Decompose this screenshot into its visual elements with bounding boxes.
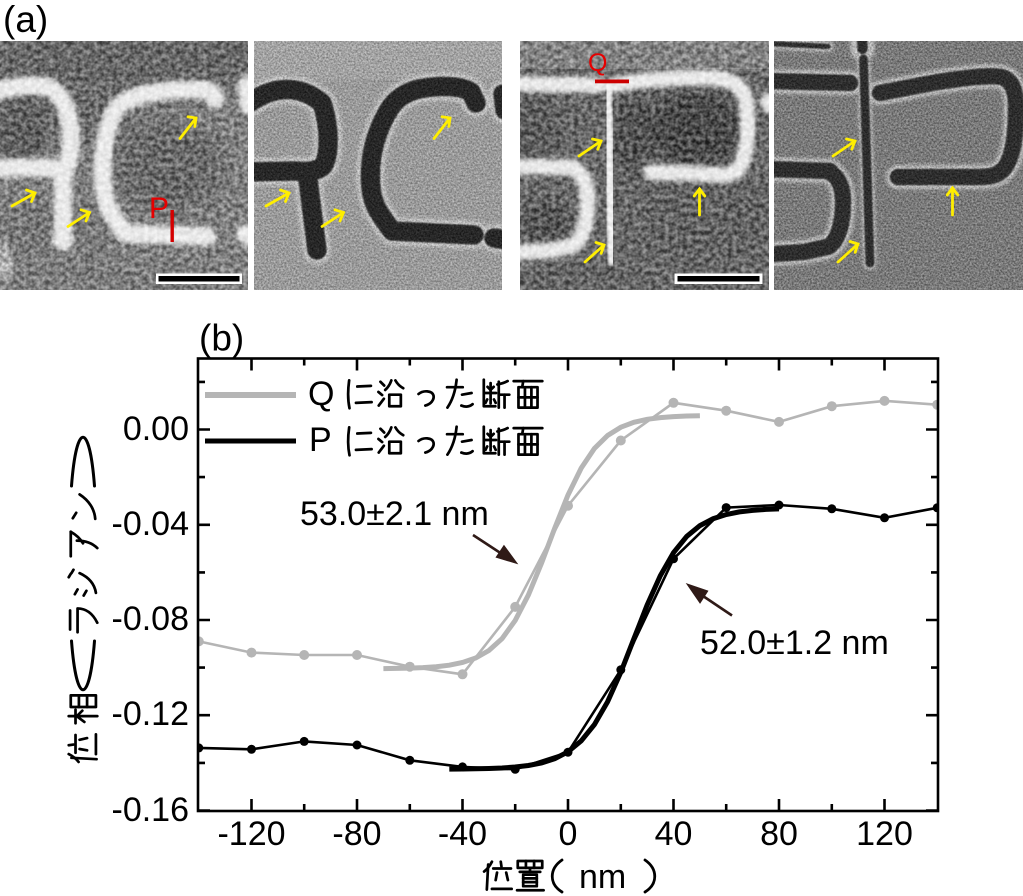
svg-text:0: 0 — [559, 815, 578, 853]
svg-text:(b): (b) — [199, 318, 244, 359]
svg-text:53.0±2.1 nm: 53.0±2.1 nm — [300, 495, 489, 533]
svg-text:-0.04: -0.04 — [112, 505, 190, 543]
svg-text:-0.16: -0.16 — [112, 791, 190, 829]
svg-text:-120: -120 — [217, 815, 285, 853]
svg-text:-80: -80 — [332, 815, 381, 853]
svg-text:P: P — [149, 192, 169, 225]
svg-text:P: P — [309, 421, 332, 459]
svg-text:Q: Q — [308, 375, 334, 413]
svg-text:52.0±1.2 nm: 52.0±1.2 nm — [700, 624, 889, 662]
svg-text:Q: Q — [588, 49, 607, 77]
svg-text:-0.08: -0.08 — [112, 600, 190, 638]
svg-text:80: 80 — [760, 815, 798, 853]
svg-text:nm: nm — [579, 858, 626, 896]
svg-text:40: 40 — [655, 815, 693, 853]
svg-text:120: 120 — [856, 815, 913, 853]
svg-text:0.00: 0.00 — [123, 410, 189, 448]
svg-text:-40: -40 — [438, 815, 487, 853]
svg-text:(a): (a) — [3, 0, 48, 40]
svg-text:-0.12: -0.12 — [112, 695, 190, 733]
